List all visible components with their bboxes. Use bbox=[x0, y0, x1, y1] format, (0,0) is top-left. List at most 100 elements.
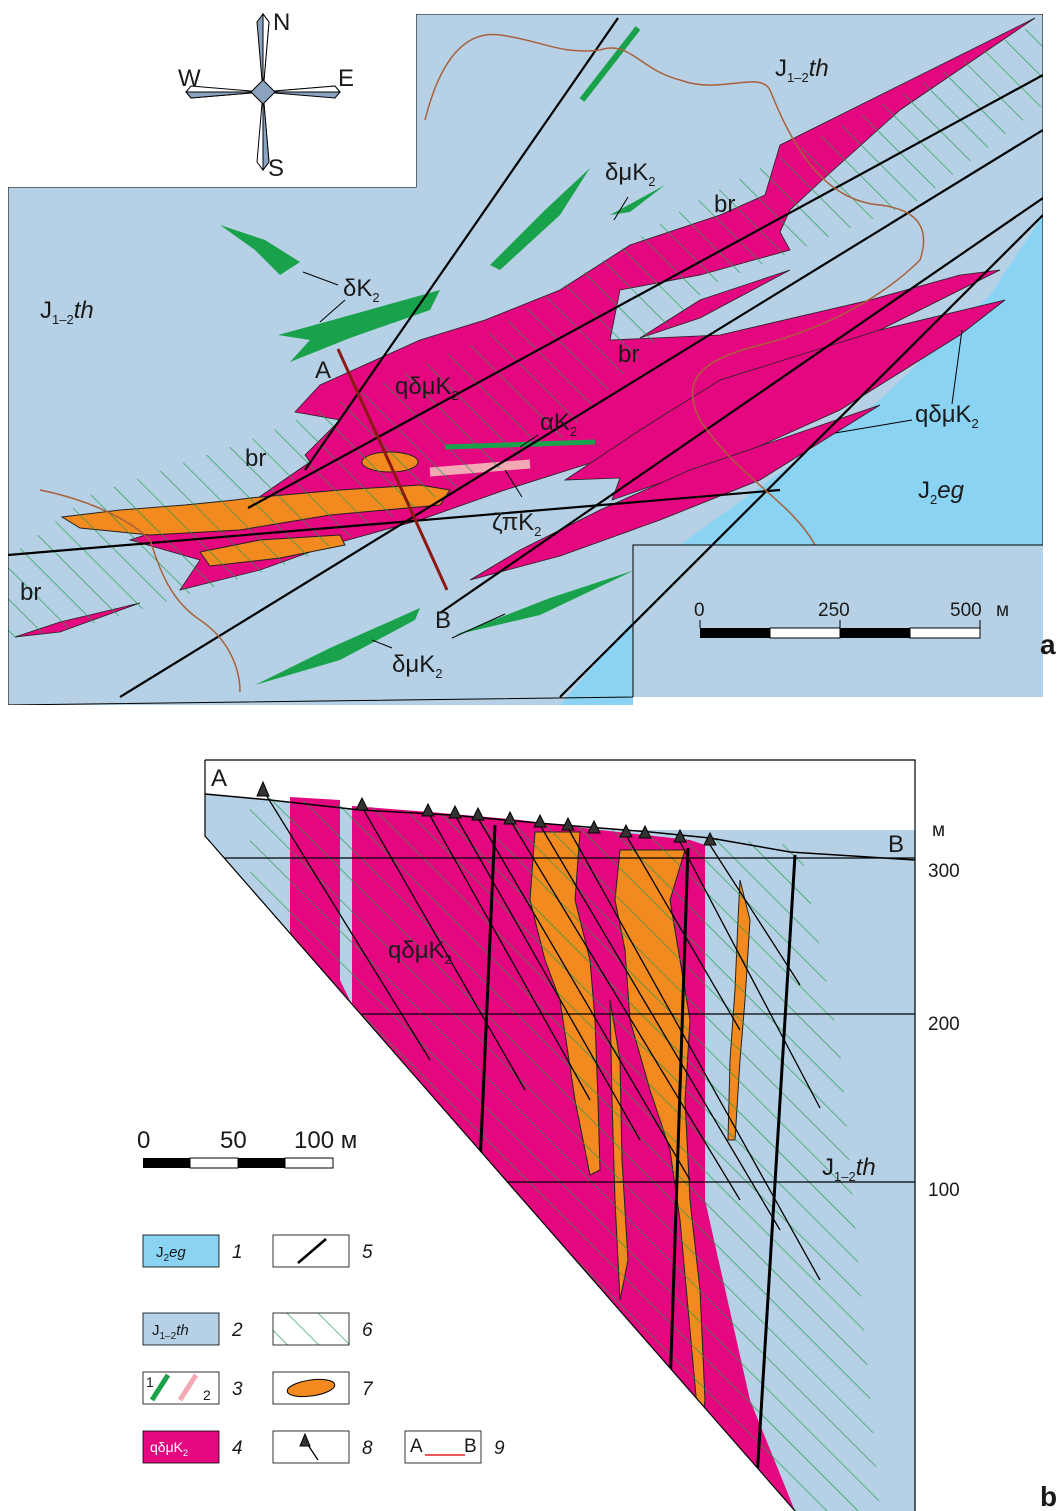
collar-6 bbox=[503, 810, 517, 825]
label-section-b: B bbox=[435, 607, 451, 634]
dike-dk-south bbox=[278, 290, 440, 362]
leader-dmk-bottom bbox=[371, 639, 393, 649]
collar-2 bbox=[355, 796, 369, 811]
scale-b-label-2: 100 м bbox=[294, 1127, 357, 1154]
section-faults bbox=[476, 824, 797, 1511]
leader-qdmk-right-2 bbox=[951, 329, 963, 405]
topographic-contour bbox=[39, 33, 925, 693]
legend-swatch-eg bbox=[142, 1234, 220, 1268]
legend-label-th: J1–2th bbox=[152, 1322, 189, 1342]
legend-item-9: A B 9 bbox=[404, 1430, 505, 1464]
legend-num-8: 8 bbox=[362, 1438, 373, 1459]
legend-item-8: 8 bbox=[272, 1430, 373, 1464]
legend-fault-line bbox=[297, 1238, 327, 1264]
fault-4 bbox=[8, 488, 781, 557]
legend-item-7: 7 bbox=[272, 1371, 374, 1405]
label-br-2: br bbox=[618, 341, 639, 368]
collar-10 bbox=[619, 823, 633, 838]
legend-item-6: 6 bbox=[272, 1312, 373, 1346]
legend-num-9: 9 bbox=[494, 1438, 505, 1459]
label-dmk-top: δμK2 bbox=[605, 159, 655, 189]
section-fault-3 bbox=[753, 854, 797, 1511]
drill-hole-5 bbox=[477, 817, 691, 1181]
compass-west-arm-dark bbox=[184, 91, 264, 99]
legend-num-6: 6 bbox=[362, 1320, 373, 1341]
drill-hole-3 bbox=[427, 811, 591, 1101]
label-dk: δK2 bbox=[343, 275, 380, 305]
legend-num-7: 7 bbox=[362, 1379, 374, 1400]
drill-hole-8 bbox=[567, 827, 821, 1281]
section-alteration-zone bbox=[250, 796, 880, 1511]
elevation-100: 100 bbox=[928, 1180, 960, 1201]
scale-a-seg-2 bbox=[769, 627, 841, 639]
legend-label-qdmk: qδμK2 bbox=[150, 1439, 188, 1458]
legend-num-1: 1 bbox=[232, 1242, 243, 1263]
legend-dike-green bbox=[149, 1373, 171, 1402]
elevation-300: 300 bbox=[928, 861, 960, 882]
dike-dmk-north-1 bbox=[490, 168, 590, 270]
drill-hole-1 bbox=[262, 789, 431, 1061]
drill-hole-9 bbox=[625, 834, 741, 1031]
label-ak: αK2 bbox=[540, 409, 577, 439]
leader-lines-a bbox=[302, 196, 963, 649]
legend-num-5: 5 bbox=[362, 1242, 373, 1263]
compass-north-arm-light bbox=[262, 12, 270, 93]
legend-swatch-section-frame bbox=[404, 1430, 482, 1464]
section-drill-holes bbox=[262, 789, 821, 1281]
scale-a-seg-1 bbox=[700, 628, 770, 638]
map-panel-a-outline bbox=[8, 14, 1043, 705]
label-th-top: J1–2th bbox=[775, 55, 829, 85]
dikes bbox=[220, 26, 665, 685]
leader-zpk bbox=[504, 469, 523, 498]
scale-a-label-2: 500 bbox=[950, 600, 982, 621]
panel-letter-a: a bbox=[1040, 629, 1056, 660]
compass-center-diamond bbox=[250, 79, 276, 105]
section-fault-2 bbox=[666, 847, 690, 1451]
legend-num-3: 3 bbox=[232, 1379, 243, 1400]
section-label-a: A bbox=[211, 765, 227, 792]
label-dmk-bottom: δμK2 bbox=[392, 651, 442, 681]
section-drill-collars bbox=[256, 780, 717, 846]
legend: J2eg 1 J1–2th 2 1 2 3 qδμK2 4 5 6 bbox=[142, 1234, 505, 1464]
label-th-left: J1–2th bbox=[40, 297, 94, 327]
compass-east-arm-light bbox=[262, 85, 342, 93]
collar-9 bbox=[587, 819, 601, 834]
legend-label-eg: J2eg bbox=[156, 1244, 186, 1264]
legend-swatch-hatch bbox=[272, 1312, 350, 1346]
fault-5 bbox=[439, 197, 1043, 614]
scale-bar-a: 0 250 500 м bbox=[694, 600, 1009, 639]
section-terrain-line bbox=[204, 793, 916, 861]
fault-6 bbox=[559, 214, 1043, 698]
legend-num-4: 4 bbox=[232, 1438, 243, 1459]
collar-4 bbox=[448, 804, 462, 819]
drill-hole-6 bbox=[509, 819, 741, 1201]
dike-green-northeast bbox=[579, 26, 641, 102]
scale-b-seg-2 bbox=[189, 1157, 239, 1169]
leader-ak bbox=[519, 434, 539, 448]
elevation-unit: м bbox=[932, 820, 945, 841]
legend-dike-sub-1: 1 bbox=[146, 1374, 154, 1390]
hydrothermal-alteration-zone bbox=[8, 20, 1043, 640]
compass-e: E bbox=[338, 65, 354, 92]
collar-12 bbox=[673, 828, 687, 843]
legend-drill-collar bbox=[299, 1432, 311, 1447]
legend-section-b: B bbox=[464, 1436, 477, 1457]
scale-b-seg-3 bbox=[238, 1158, 285, 1168]
fault-3 bbox=[119, 129, 1043, 698]
fault-2 bbox=[247, 74, 1043, 509]
leader-qdmk-right bbox=[834, 419, 913, 434]
section-line-ab bbox=[336, 348, 449, 591]
legend-section-a: A bbox=[410, 1436, 423, 1457]
compass-w: W bbox=[178, 65, 201, 92]
label-br-4: br bbox=[20, 579, 41, 606]
scale-a-seg-4 bbox=[909, 627, 981, 639]
section-elevation-lines bbox=[222, 857, 915, 1183]
dike-dmk-north-2 bbox=[610, 185, 665, 215]
legend-ore-ellipse bbox=[286, 1378, 336, 1398]
collar-11 bbox=[638, 824, 652, 839]
scale-a-unit: м bbox=[996, 600, 1009, 621]
leader-dk-2 bbox=[319, 299, 346, 323]
legend-swatch-th bbox=[142, 1312, 220, 1346]
panel-letter-b: b bbox=[1040, 1481, 1057, 1511]
section-label-qdmk: qδμK2 bbox=[388, 937, 452, 967]
